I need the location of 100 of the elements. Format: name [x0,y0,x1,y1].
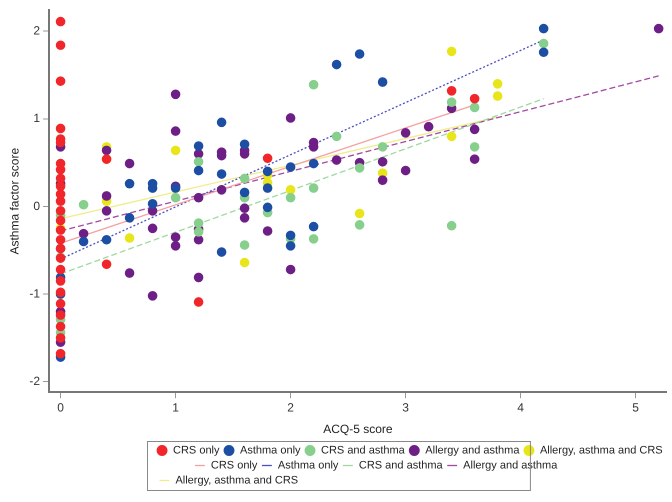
point [446,97,456,107]
point [216,185,226,195]
point [332,60,342,70]
point [446,132,456,142]
point [240,203,250,214]
y-tick-label: -1 [29,286,40,300]
point [194,272,204,282]
point [240,174,250,184]
legend-label: CRS and asthma [321,444,406,457]
point [124,158,134,168]
point [78,200,88,210]
legend-label: Asthma only [278,460,339,472]
legend-label: Asthma only [240,444,302,457]
x-tick-label: 4 [517,400,524,415]
point [332,132,342,142]
point [124,268,134,278]
point [102,191,112,201]
point [286,162,296,172]
point [56,16,66,26]
point [56,182,66,192]
point [194,141,204,151]
point [194,218,204,228]
y-tick-label: 0 [33,198,40,213]
x-tick-label: 3 [402,400,410,415]
legend-label: Allergy, asthma and CRS [175,474,298,487]
point [194,234,204,245]
point [286,113,296,123]
point [170,126,180,136]
point [470,94,480,104]
point [56,206,66,216]
point [470,142,480,152]
point [56,322,66,332]
point [170,192,180,202]
point [308,183,318,193]
point [240,213,250,223]
point [216,247,226,257]
point [262,226,272,236]
point [56,298,66,309]
point [194,166,204,176]
point [56,348,66,358]
x-tick-label: 1 [172,400,180,415]
point [56,216,66,226]
point [102,146,112,156]
legend-label: Allergy, asthma and CRS [540,444,663,457]
point [216,118,226,128]
point [194,297,204,307]
point [286,241,296,251]
point [286,185,296,195]
point [262,153,272,164]
point [470,102,480,112]
point [378,77,388,87]
legend-label: CRS only [210,460,258,472]
legend-label: CRS only [173,444,220,457]
point [240,139,250,150]
point [78,228,88,238]
point [262,166,272,176]
point [354,208,364,218]
point [194,192,204,202]
point [148,199,158,209]
point [194,227,204,237]
point [56,276,66,286]
point [170,90,180,100]
point [378,175,388,185]
point [240,240,250,250]
point [470,124,480,134]
x-axis-title: ACQ-5 score [323,422,393,436]
point [240,188,250,198]
point [240,258,250,268]
point [538,47,548,58]
point [148,291,158,301]
point [56,264,66,274]
x-tick-label: 0 [57,400,64,415]
point [170,232,180,242]
point [492,78,502,89]
point [538,38,548,48]
point [400,128,410,138]
point [262,183,272,193]
point [216,169,226,179]
point [78,236,88,246]
point [56,333,66,343]
point [354,49,364,59]
point [286,264,296,274]
point [56,310,66,320]
y-tick-label: -2 [29,374,40,388]
x-tick-label: 5 [632,400,640,415]
point [170,241,180,251]
point [354,163,364,173]
point [446,86,456,96]
point [124,213,134,223]
point [56,234,66,245]
point [124,233,134,243]
point [446,220,456,231]
legend-label: CRS and asthma [358,460,444,472]
point [378,156,388,167]
point [654,24,664,34]
point [56,76,66,86]
point [286,192,296,202]
x-tick-label: 2 [287,400,294,415]
y-axis-title: Asthma factor score [8,148,22,255]
legend-label: Allergy and asthma [425,444,520,457]
